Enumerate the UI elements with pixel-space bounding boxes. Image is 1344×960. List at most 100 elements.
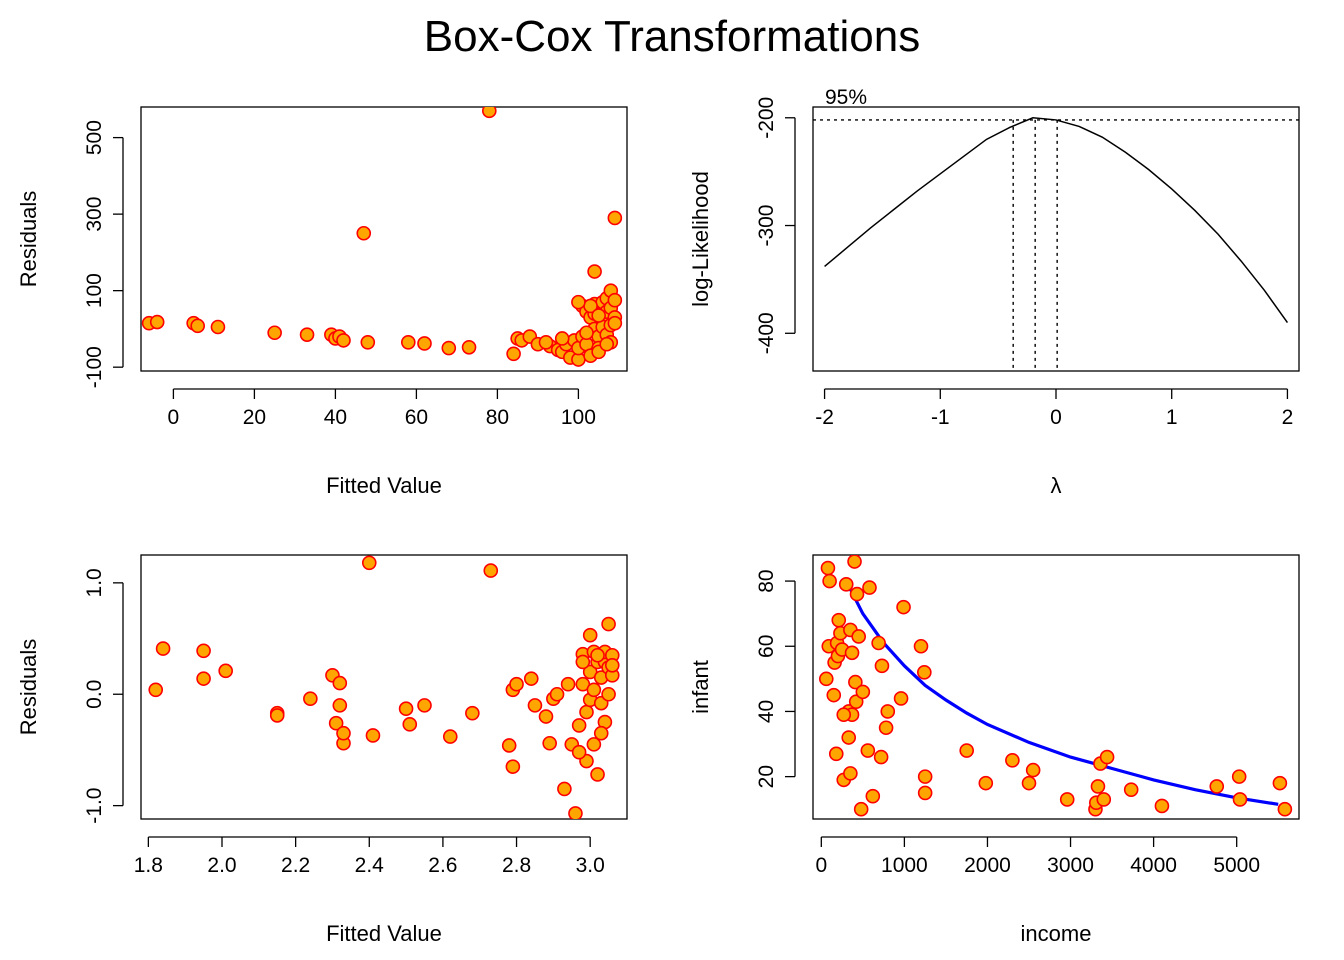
- data-point: [155, 641, 171, 656]
- plot-area: [141, 107, 623, 367]
- data-point: [542, 735, 557, 751]
- data-point: [599, 336, 615, 352]
- data-point: [332, 698, 348, 713]
- data-point: [917, 665, 932, 680]
- data-point: [336, 725, 351, 741]
- plot-area: [818, 555, 1293, 817]
- fit-curve: [844, 580, 1279, 806]
- x-tick-label: 3000: [1047, 854, 1094, 877]
- data-point: [871, 635, 886, 651]
- data-point: [1021, 775, 1037, 791]
- data-point: [196, 643, 211, 659]
- loglik-curve: [824, 117, 1289, 323]
- y-tick-label: 1.0: [83, 568, 106, 597]
- data-point: [1005, 753, 1020, 768]
- x-tick-label: 5000: [1213, 854, 1260, 877]
- data-point: [360, 335, 376, 350]
- data-point: [461, 339, 477, 355]
- data-point: [483, 563, 499, 578]
- y-tick-label: 100: [83, 273, 106, 308]
- y-tick-label: 80: [755, 569, 778, 592]
- data-point: [557, 781, 572, 797]
- x-axis-title: λ: [1051, 473, 1062, 498]
- data-point: [601, 616, 616, 632]
- data-point: [417, 336, 432, 351]
- data-point: [501, 738, 517, 753]
- x-axis-title: income: [1021, 921, 1092, 946]
- data-point: [538, 335, 554, 350]
- data-point: [575, 654, 591, 670]
- x-tick-label: 2.0: [207, 854, 236, 877]
- data-point: [841, 730, 857, 745]
- data-point: [560, 676, 576, 692]
- plot-frame: [812, 554, 1300, 820]
- data-point: [190, 318, 205, 334]
- data-point: [582, 627, 598, 643]
- data-point: [1277, 801, 1293, 817]
- data-point: [356, 225, 372, 241]
- x-axis-title: Fitted Value: [326, 473, 442, 498]
- data-point: [1096, 792, 1112, 807]
- data-point: [1231, 769, 1247, 784]
- data-point: [959, 743, 974, 758]
- data-point: [303, 691, 318, 706]
- y-axis-title: log-Likelihood: [688, 171, 713, 307]
- x-tick-label: 1.8: [134, 854, 163, 877]
- data-point: [509, 676, 524, 692]
- data-point: [1154, 798, 1170, 814]
- data-point: [549, 686, 565, 702]
- data-point: [873, 749, 889, 765]
- data-point: [586, 682, 602, 698]
- data-point: [538, 709, 554, 724]
- data-point: [878, 720, 894, 736]
- data-point: [978, 775, 994, 791]
- data-point: [506, 346, 521, 362]
- data-point: [587, 264, 602, 279]
- data-point: [828, 746, 844, 762]
- data-point: [843, 766, 858, 781]
- y-axis-title: infant: [688, 660, 713, 714]
- panel-income-vs-infant: 0 1000 2000 3000 4000 5000 20 40 60 80 income infan…: [688, 554, 1300, 946]
- x-tick-label: 40: [324, 406, 347, 429]
- data-point: [601, 686, 616, 702]
- data-point: [218, 663, 233, 679]
- panel-fitted-vs-residuals-transformed: 1.8 2.0 2.2 2.4 2.6 2.8 3.0 -1.0 0.0 1.0 Fitted Va…: [16, 554, 628, 946]
- plot-area: [148, 555, 620, 819]
- data-point: [328, 715, 344, 731]
- data-point: [604, 657, 620, 673]
- x-tick-label: 0: [815, 854, 827, 877]
- figure-title: Box-Cox Transformations: [423, 12, 921, 61]
- ci-label: 95%: [825, 86, 867, 109]
- data-point: [579, 704, 594, 720]
- data-point: [836, 707, 852, 723]
- data-point: [505, 759, 521, 774]
- x-tick-label: 2000: [964, 854, 1011, 877]
- x-tick-label: 0: [168, 406, 180, 429]
- x-tick-label: -1: [931, 406, 950, 429]
- data-point: [149, 314, 165, 330]
- data-point: [896, 599, 911, 615]
- y-tick-label: 60: [755, 635, 778, 658]
- y-tick-label: 20: [755, 765, 778, 788]
- data-point: [441, 340, 457, 356]
- data-point: [210, 319, 226, 335]
- data-point: [1090, 779, 1106, 794]
- data-point: [465, 705, 480, 721]
- panel-fitted-vs-residuals: 0 20 40 60 80 100 -100 100 300 500 Fitted Value Res…: [16, 106, 628, 498]
- plot-frame: [812, 106, 1300, 372]
- data-point: [299, 327, 315, 342]
- data-point: [402, 717, 418, 732]
- data-point: [269, 708, 285, 723]
- data-point: [860, 743, 876, 758]
- x-tick-label: 2: [1282, 406, 1294, 429]
- y-axis-title: Residuals: [16, 639, 41, 736]
- data-point: [571, 294, 586, 310]
- data-point: [913, 638, 929, 654]
- y-tick-label: 40: [755, 700, 778, 723]
- data-point: [571, 744, 587, 760]
- data-point: [361, 555, 377, 571]
- data-point: [523, 671, 539, 686]
- y-tick-label: -200: [755, 97, 778, 139]
- y-tick-label: -100: [83, 346, 106, 388]
